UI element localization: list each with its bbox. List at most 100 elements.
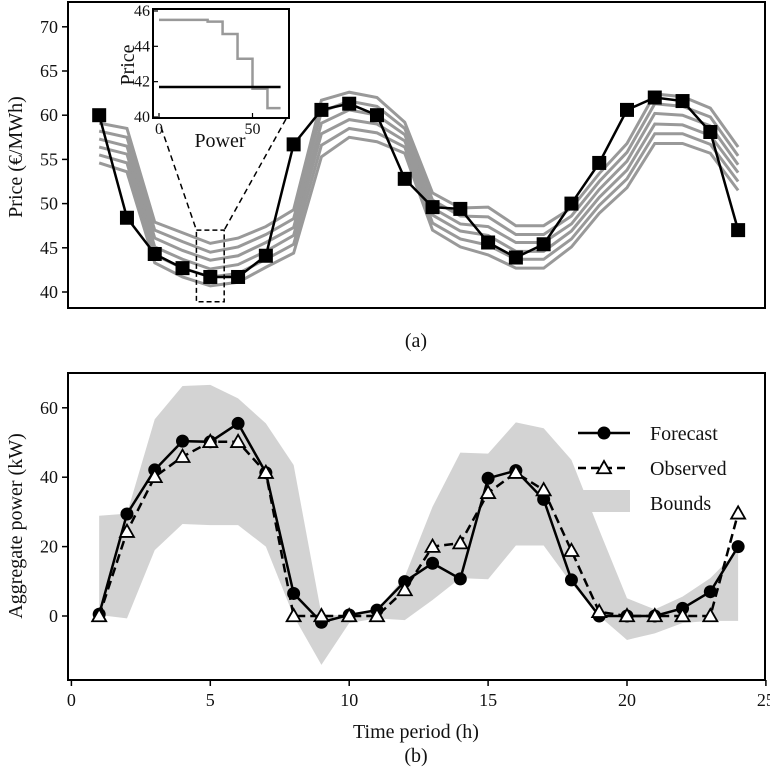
price-marker [508,250,523,265]
forecast-marker [426,556,440,570]
panel-a-price-chart: 40 45 50 55 60 65 70 40 42 44 46 0 50 [40,1,766,309]
observed-marker [257,463,275,479]
x-tick-label: 15 [479,690,497,710]
inset-y-tick-label: 44 [134,38,150,55]
observed-marker [451,534,469,550]
price-marker [92,108,107,123]
zoom-connector-left [160,126,198,231]
observed-marker [118,522,136,538]
forecast-marker [703,585,717,599]
price-marker [119,210,134,225]
inset-x-tick-label: 0 [155,121,163,138]
y-tick-label: 70 [40,17,58,37]
x-tick-label: 25 [757,690,770,710]
y-tick-label: 40 [40,467,58,487]
observed-marker [590,603,608,618]
price-marker [342,96,357,111]
price-marker [536,237,551,252]
price-marker [231,269,246,284]
observed-marker [396,581,414,597]
bounds-area [99,384,739,665]
price-marker [286,137,301,152]
gray-price-curve-1 [98,90,740,245]
panel-b-power-chart: 0 20 40 60 0 5 10 15 20 25 [40,372,770,710]
zoom-connector-right [223,118,287,231]
observed-marker [674,607,692,623]
y-tick-label: 40 [40,282,58,302]
price-marker [731,223,746,238]
observed-marker [201,432,219,448]
price-marker [592,155,607,170]
observed-marker [618,607,636,623]
forecast-marker [287,586,301,600]
observed-marker [312,607,330,623]
observed-marker [507,463,525,479]
panel-b-frame [67,372,766,681]
y-tick-label: 45 [40,238,58,258]
observed-marker [285,607,303,623]
x-tick-label: 20 [618,690,636,710]
legend-observed-label: Observed [650,458,727,480]
price-marker [564,196,579,211]
inset-y-tick-label: 42 [134,74,150,91]
observed-marker [562,541,580,557]
x-tick-label: 10 [340,690,358,710]
panel-b-label: (b) [404,745,427,767]
observed-marker [146,468,164,484]
inset-y-tick-label: 46 [134,3,150,20]
observed-marker [368,607,386,623]
price-marker [481,235,496,250]
panel-a-frame [67,1,766,309]
forecast-marker [176,434,190,448]
y-tick-label: 60 [40,105,58,125]
x-tick-label: 5 [206,690,215,710]
y-tick-label: 55 [40,149,58,169]
observed-marker [423,537,442,553]
price-marker [147,246,162,261]
price-marker [314,102,329,117]
legend-forecast-label: Forecast [650,423,718,445]
price-marker [397,171,412,186]
legend-bounds-label: Bounds [650,493,711,515]
observed-marker [340,607,358,623]
gray-price-curve-4 [98,118,740,271]
price-marker [425,200,440,215]
y-tick-label: 60 [40,398,58,418]
observed-marker [646,607,664,623]
inset-ylabel: Price [117,44,139,85]
observed-marker [173,447,192,463]
y-tick-label: 65 [40,61,58,81]
inset-x-tick-label: 50 [245,121,261,138]
forecast-marker [453,572,467,586]
forecast-marker [120,507,134,521]
price-marker [703,124,718,139]
inset-y-tick-label: 40 [134,109,150,126]
price-marker [620,102,634,117]
gray-price-curve-3 [98,108,740,262]
zoom-box [195,229,225,303]
panel-a-label: (a) [405,330,427,352]
price-marker [175,261,190,276]
panel-b-ylabel: Aggregate power (kW) [5,433,27,618]
legend-observed-marker [595,459,613,475]
legend-bounds-swatch [580,490,630,512]
price-marker [647,90,662,105]
price-marker [453,201,468,216]
forecast-marker [481,471,495,485]
panel-b-xlabel: Time period (h) [353,721,479,743]
legend-forecast-marker [597,426,611,440]
forecast-marker [731,540,745,554]
y-tick-label: 0 [49,606,58,626]
observed-marker [90,607,108,623]
price-marker [369,108,384,123]
forecast-marker [231,416,245,430]
inset-xlabel: Power [194,130,245,152]
gray-price-curve-2 [98,99,740,254]
forecast-marker [564,573,578,587]
observed-marker [479,484,497,499]
x-tick-label: 0 [67,690,76,710]
panel-a-ylabel: Price (€/MWh) [5,96,27,218]
observed-marker [229,432,247,448]
observed-marker [701,607,719,623]
